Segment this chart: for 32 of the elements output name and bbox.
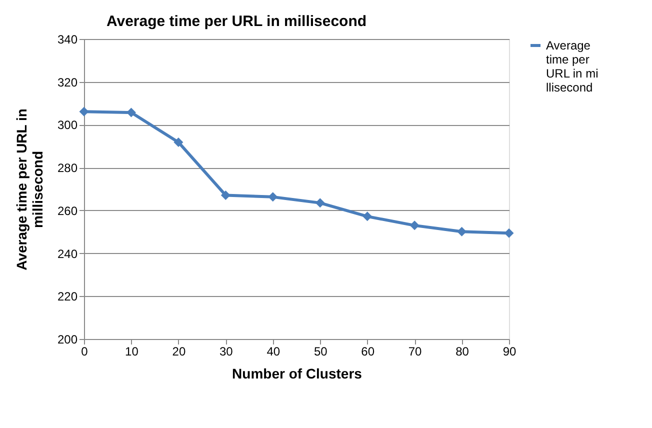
x-tick-label: 80	[456, 344, 470, 358]
x-tick-label: 40	[266, 344, 280, 358]
point	[79, 106, 89, 116]
point	[457, 226, 467, 236]
y-tick-label: 220	[57, 290, 78, 304]
x-tick-label: 10	[125, 344, 139, 358]
y-tick-label: 340	[57, 32, 78, 46]
point	[126, 108, 136, 118]
y-tick-label: 280	[57, 161, 78, 176]
y-axis-title: Average time per URL in millisecond	[13, 108, 46, 270]
y-tick-label: 300	[57, 118, 78, 132]
x-tick-label: 0	[81, 344, 88, 358]
point	[410, 220, 420, 230]
point	[315, 198, 325, 208]
point	[220, 190, 230, 200]
point	[504, 228, 514, 238]
y-tick-label: 240	[57, 246, 78, 261]
x-tick-label: 20	[172, 344, 186, 358]
legend-label: Average time per URL in millisecond	[546, 38, 598, 94]
chart-title: Average time per URL in millisecond	[106, 13, 367, 30]
y-tick-label: 260	[57, 204, 78, 218]
x-axis-title: Number of Clusters	[232, 366, 362, 382]
point	[362, 212, 372, 222]
point	[268, 192, 278, 202]
point	[174, 138, 184, 148]
x-tick-label: 90	[502, 344, 516, 358]
x-tick-label: 50	[314, 344, 328, 358]
x-tick-label: 30	[219, 344, 234, 358]
x-tick-label: 70	[408, 344, 422, 358]
y-tick-label: 320	[57, 75, 78, 90]
y-tick-label: 200	[57, 332, 78, 346]
x-tick-label: 60	[361, 344, 375, 358]
